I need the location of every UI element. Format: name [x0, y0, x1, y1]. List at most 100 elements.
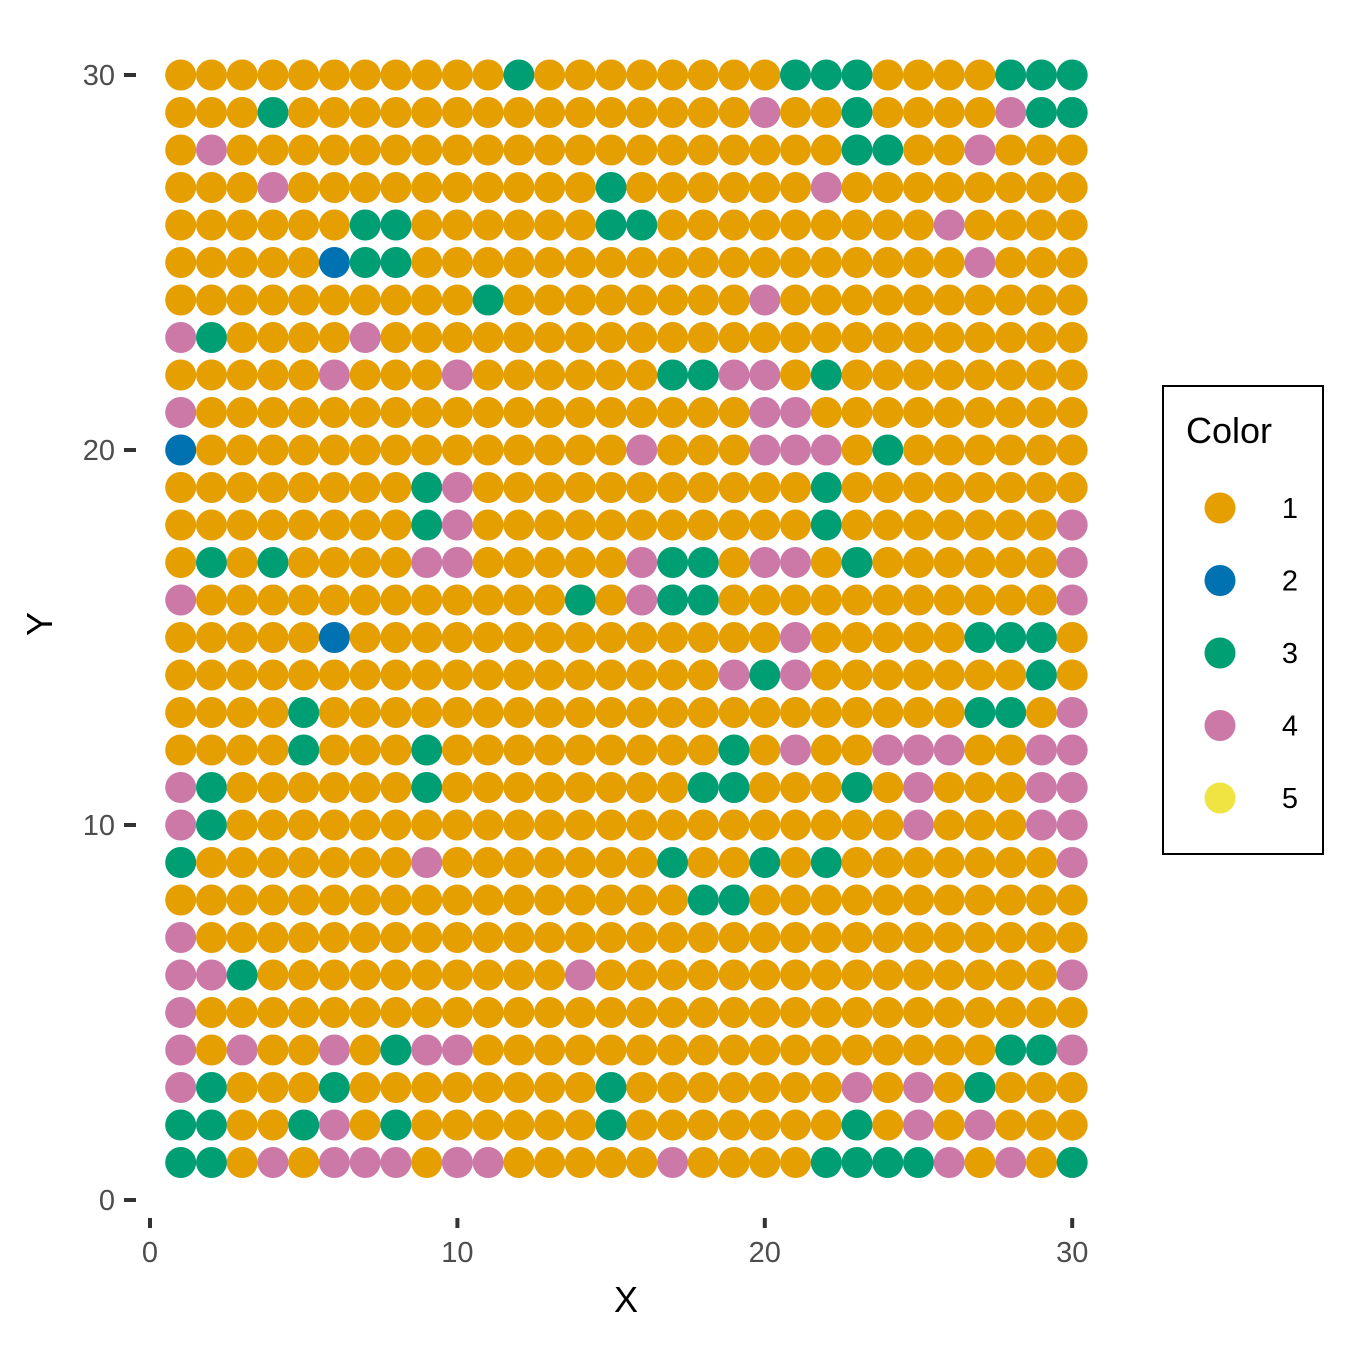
y-axis: 0 10 20 30	[83, 60, 136, 1217]
data-point	[196, 97, 227, 128]
data-point	[872, 172, 904, 203]
data-point	[196, 247, 227, 278]
data-point	[441, 547, 473, 578]
data-point	[841, 734, 873, 766]
data-point	[657, 1072, 689, 1103]
data-point	[687, 472, 719, 503]
data-point	[534, 772, 566, 803]
data-point	[380, 209, 412, 241]
data-point	[841, 922, 873, 953]
data-point	[165, 284, 197, 316]
data-point	[534, 247, 566, 278]
data-point	[165, 922, 197, 953]
data-point	[196, 434, 227, 466]
data-point	[718, 809, 750, 841]
data-point	[657, 959, 689, 991]
data-point	[226, 622, 258, 653]
data-point	[749, 884, 781, 916]
data-point	[933, 509, 965, 541]
data-point	[165, 847, 197, 878]
data-point	[595, 134, 627, 166]
data-point	[780, 1109, 811, 1141]
data-point	[165, 884, 197, 916]
data-point	[288, 659, 320, 691]
data-point	[226, 659, 258, 691]
data-point	[564, 959, 596, 991]
data-point	[749, 547, 781, 578]
data-point	[349, 97, 381, 128]
data-point	[257, 359, 289, 391]
data-point	[718, 359, 750, 391]
data-point	[349, 1109, 381, 1141]
data-point	[749, 359, 781, 391]
data-point	[441, 809, 473, 841]
data-point	[687, 209, 719, 241]
data-point	[472, 322, 504, 353]
x-tick-label: 10	[441, 1237, 473, 1269]
data-point	[810, 509, 842, 541]
data-point	[1056, 247, 1088, 278]
data-point	[595, 659, 627, 691]
data-point	[288, 509, 320, 541]
data-point	[196, 734, 227, 766]
data-point	[749, 97, 781, 128]
data-point	[595, 434, 627, 466]
data-point	[257, 97, 289, 128]
data-point	[595, 809, 627, 841]
data-point	[687, 284, 719, 316]
data-point	[872, 1034, 904, 1066]
data-point	[472, 884, 504, 916]
data-point	[226, 509, 258, 541]
data-point	[1026, 697, 1057, 728]
data-point	[257, 697, 289, 728]
data-point	[257, 509, 289, 541]
data-point	[1026, 1072, 1057, 1103]
data-point	[810, 434, 842, 466]
data-point	[564, 322, 596, 353]
legend-key	[1204, 637, 1236, 669]
data-point	[810, 97, 842, 128]
data-point	[564, 622, 596, 653]
data-point	[749, 584, 781, 616]
data-point	[472, 134, 504, 166]
data-point	[411, 622, 443, 653]
data-point	[441, 509, 473, 541]
data-point	[964, 172, 996, 203]
data-point	[503, 547, 535, 578]
data-point	[349, 584, 381, 616]
y-tick-label: 0	[99, 1185, 115, 1217]
data-point	[841, 809, 873, 841]
data-point	[810, 359, 842, 391]
legend-key	[1204, 710, 1236, 741]
data-point	[318, 209, 350, 241]
data-point	[441, 734, 473, 766]
data-point	[903, 434, 934, 466]
data-point	[903, 847, 934, 878]
data-point	[810, 547, 842, 578]
data-point	[564, 1109, 596, 1141]
data-point	[1026, 434, 1057, 466]
data-point	[564, 59, 596, 91]
data-point	[165, 97, 197, 128]
data-point	[472, 847, 504, 878]
data-point	[595, 547, 627, 578]
data-point	[903, 247, 934, 278]
data-point	[165, 509, 197, 541]
data-point	[749, 697, 781, 728]
data-point	[810, 959, 842, 991]
data-point	[933, 959, 965, 991]
data-point	[995, 1147, 1027, 1178]
data-point	[534, 1034, 566, 1066]
data-point	[903, 922, 934, 953]
data-point	[349, 922, 381, 953]
data-point	[196, 884, 227, 916]
data-point	[411, 247, 443, 278]
data-point	[841, 547, 873, 578]
data-point	[626, 322, 658, 353]
data-point	[318, 1034, 350, 1066]
data-point	[903, 59, 934, 91]
data-point	[933, 359, 965, 391]
data-point	[288, 359, 320, 391]
data-point	[1056, 884, 1088, 916]
